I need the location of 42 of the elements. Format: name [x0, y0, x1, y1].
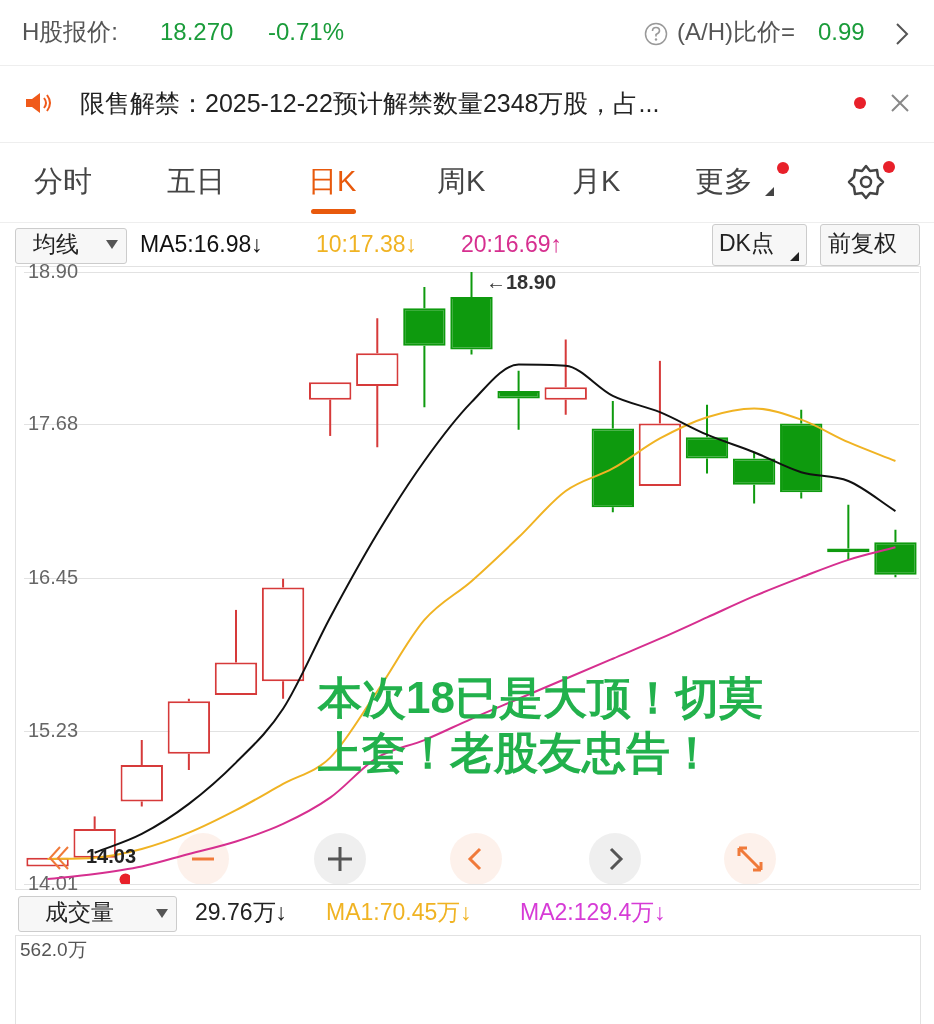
candlestick — [874, 528, 917, 579]
candlestick — [167, 697, 211, 772]
text: 18.270 — [160, 18, 234, 45]
text: 成交量 — [45, 899, 114, 925]
candlestick — [780, 408, 823, 500]
candlestick — [356, 317, 399, 449]
text: 10:17.38↓ — [316, 231, 418, 257]
text: 周K — [437, 165, 486, 197]
text: DK点 — [719, 230, 774, 256]
text: 0.99 — [818, 18, 865, 45]
text: 限售解禁：2025-12-22预计解禁数量2348万股，占... — [80, 89, 660, 117]
candlestick — [544, 338, 587, 416]
text: H股报价: — [22, 18, 118, 45]
text: 日K — [308, 165, 357, 197]
y-tick-label: 15.23 — [28, 718, 79, 741]
candlestick — [732, 451, 776, 505]
text: MA1:70.45万↓ — [326, 899, 472, 925]
annotation: ←18.90 — [486, 271, 557, 293]
text: -0.71% — [268, 18, 345, 45]
candlestick — [214, 608, 258, 696]
text: (A/H)比价= — [677, 18, 796, 45]
text: 分时 — [34, 165, 92, 197]
text: MA5:16.98↓ — [140, 231, 263, 257]
text: 20:16.69↑ — [461, 231, 563, 257]
text: 均线 — [33, 231, 79, 257]
candlestick — [685, 403, 729, 475]
y-tick-label: 17.68 — [28, 412, 79, 435]
text: 五日 — [167, 165, 225, 197]
text: 562.0万 — [20, 939, 87, 960]
text: 29.76万↓ — [195, 899, 288, 925]
y-tick-label: 18.90 — [28, 259, 79, 282]
candlestick — [638, 359, 682, 487]
text: 月K — [572, 165, 621, 197]
candlestick — [120, 739, 163, 808]
candlestick — [403, 286, 446, 409]
candlestick — [261, 577, 305, 700]
candlestick — [591, 399, 635, 514]
candlestick — [308, 382, 352, 437]
text: MA2:129.4万↓ — [520, 899, 666, 925]
text: 前复权 — [828, 230, 897, 256]
y-tick-label: 16.45 — [28, 566, 79, 589]
text: 更多 — [695, 165, 753, 197]
